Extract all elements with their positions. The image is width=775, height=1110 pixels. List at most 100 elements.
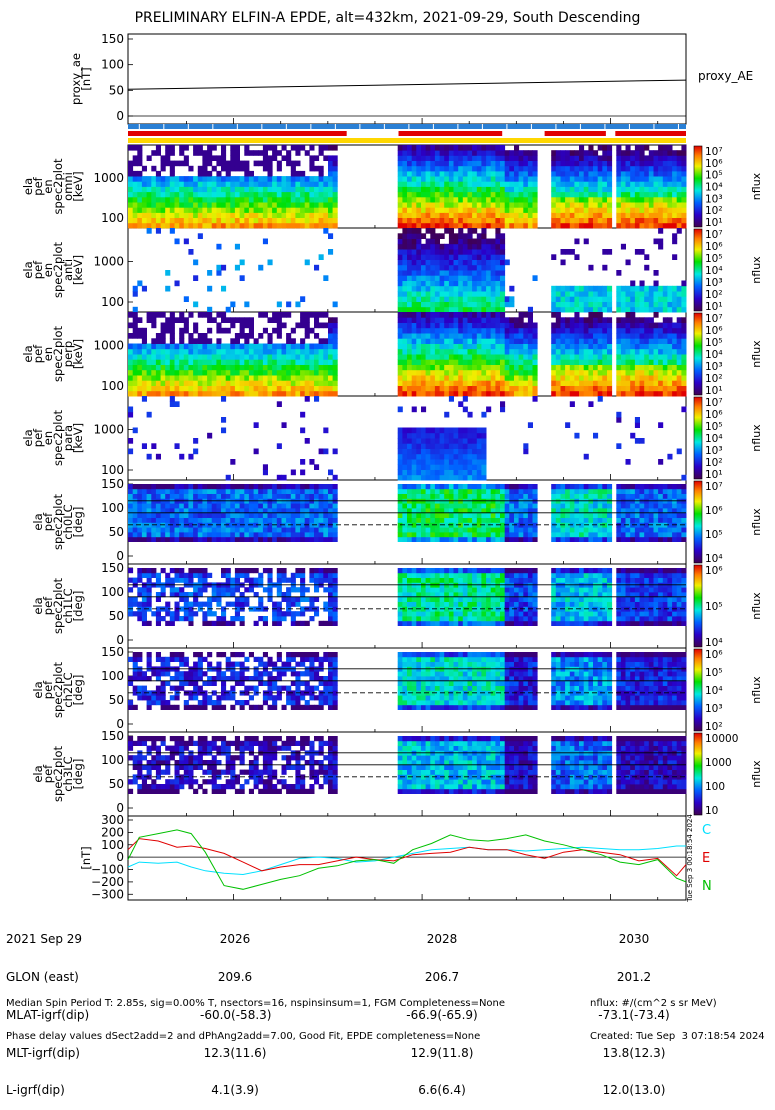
spectrogram-cell — [635, 380, 640, 386]
spectrogram-cell — [295, 207, 300, 213]
pitch-angle-cell — [426, 532, 431, 537]
spectrogram-cell — [305, 438, 310, 444]
pitch-angle-cell — [212, 532, 217, 537]
spectrogram-cell — [221, 328, 226, 334]
pitch-angle-cell — [244, 494, 249, 499]
spectrogram-cell — [677, 449, 682, 455]
spectrogram-cell — [616, 187, 621, 193]
spectrogram-cell — [435, 181, 440, 187]
spectrogram-cell — [579, 212, 584, 218]
spectrogram-cell — [477, 291, 482, 297]
spectrogram-cell — [630, 333, 635, 339]
spectrogram-cell — [188, 370, 193, 376]
spectrogram-cell — [663, 212, 668, 218]
spectrogram-cell — [207, 161, 212, 167]
pitch-angle-cell — [291, 537, 296, 542]
spectrogram-cell — [277, 218, 282, 224]
spectrogram-cell — [477, 223, 482, 229]
spectrogram-cell — [277, 375, 282, 381]
spectrogram-cell — [500, 223, 505, 229]
pitch-angle-cell — [430, 484, 435, 489]
spectrogram-cell — [533, 375, 538, 381]
spectrogram-cell — [477, 391, 482, 397]
pitch-angle-cell — [212, 527, 217, 532]
pitch-angle-cell — [426, 494, 431, 499]
spectrogram-cell — [137, 223, 142, 229]
spectrogram-cell — [500, 161, 505, 167]
pitch-angle-cell — [216, 503, 221, 508]
spectrogram-cell — [574, 375, 579, 381]
spectrogram-cell — [314, 176, 319, 182]
spectrogram-cell — [286, 370, 291, 376]
spectrogram-cell — [426, 218, 431, 224]
spectrogram-cell — [295, 370, 300, 376]
spectrogram-cell — [472, 265, 477, 271]
pitch-angle-cell — [268, 503, 273, 508]
spectrogram-cell — [249, 386, 254, 392]
spectrogram-cell — [407, 176, 412, 182]
spectrogram-cell — [468, 207, 473, 213]
pitch-angle-cell — [309, 537, 314, 542]
pitch-angle-cell — [221, 537, 226, 542]
spectrogram-cell — [644, 317, 649, 323]
spectrogram-cell — [570, 291, 575, 297]
spectrogram-cell — [412, 291, 417, 297]
spectrogram-cell — [421, 212, 426, 218]
spectrogram-cell — [588, 323, 593, 329]
spectrogram-cell — [416, 223, 421, 229]
spectrogram-cell — [677, 218, 682, 224]
spectrogram-cell — [533, 171, 538, 177]
spectrogram-cell — [147, 375, 152, 381]
spectrogram-cell — [626, 166, 631, 172]
spectrogram-cell — [430, 244, 435, 250]
spectrogram-cell — [170, 150, 175, 156]
spectrogram-cell — [654, 166, 659, 172]
spectrogram-cell — [640, 197, 645, 203]
spectrogram-cell — [458, 233, 463, 239]
spectrogram-cell — [333, 145, 338, 151]
pitch-angle-cell — [458, 494, 463, 499]
pitch-angle-cell — [156, 518, 161, 523]
spectrogram-cell — [458, 171, 463, 177]
spectrogram-cell — [435, 260, 440, 266]
spectrogram-cell — [309, 349, 314, 355]
spectrogram-cell — [551, 223, 556, 229]
spectrogram-cell — [291, 344, 296, 350]
spectrogram-cell — [500, 380, 505, 386]
spectrogram-cell — [156, 212, 161, 218]
spectrogram-cell — [319, 192, 324, 198]
spectrogram-cell — [584, 370, 589, 376]
spectrogram-cell — [533, 275, 538, 281]
colorbar-tick-label: 10² — [705, 289, 723, 301]
spectrogram-cell — [133, 192, 138, 198]
spectrogram-cell — [477, 296, 482, 302]
spectrogram-cell — [630, 380, 635, 386]
spectrogram-cell — [263, 223, 268, 229]
spectrogram-cell — [500, 375, 505, 381]
spectrogram-cell — [398, 317, 403, 323]
spectrogram-cell — [449, 370, 454, 376]
spectrogram-cell — [574, 391, 579, 397]
spectrogram-cell — [430, 233, 435, 239]
spectrogram-cell — [635, 354, 640, 360]
spectrogram-cell — [137, 155, 142, 161]
y-tick-label: 100 — [101, 295, 124, 309]
pitch-angle-cell — [314, 503, 319, 508]
pitch-angle-cell — [449, 494, 454, 499]
pitch-angle-cell — [454, 513, 459, 518]
spectrogram-cell — [449, 155, 454, 161]
spectrogram-cell — [681, 150, 686, 156]
spectrogram-cell — [626, 223, 631, 229]
spectrogram-cell — [491, 391, 496, 397]
spectrogram-cell — [449, 260, 454, 266]
spectrogram-cell — [449, 433, 454, 439]
spectrogram-cell — [161, 354, 166, 360]
spectrogram-cell — [477, 260, 482, 266]
spectrogram-cell — [519, 161, 524, 167]
spectrogram-cell — [449, 192, 454, 198]
spectrogram-cell — [249, 354, 254, 360]
spectrogram-cell — [635, 249, 640, 255]
spectrogram-cell — [240, 354, 245, 360]
spectrogram-cell — [402, 239, 407, 245]
spectrogram-cell — [175, 223, 180, 229]
